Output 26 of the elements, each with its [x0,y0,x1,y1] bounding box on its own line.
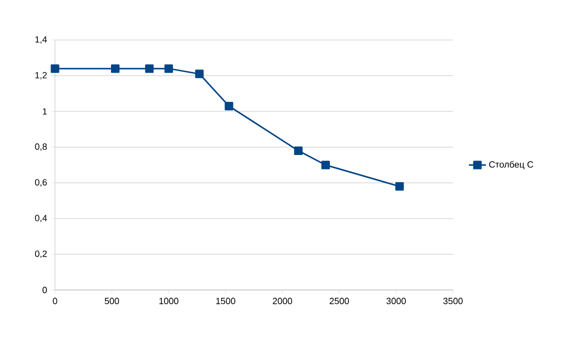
y-tick-label: 0,6 [35,179,47,187]
point [321,160,330,170]
x-tick-label: 2500 [330,298,349,304]
point [111,64,120,73]
y-tick-label: 0,8 [35,143,47,151]
y-tick-label: 1,2 [35,72,47,80]
y-tick-label: 1 [42,108,47,115]
x-tick-label: 0 [52,298,58,304]
x-tick-label: 1500 [216,298,236,304]
y-tick-label: 1,4 [35,36,47,44]
point [224,102,234,110]
x-tick-label: 2000 [272,298,292,304]
y-tick-label: 0,4 [35,214,47,222]
point [164,64,173,73]
x-tick-label: 1000 [159,298,178,304]
point [294,146,303,155]
point [145,64,154,73]
y-tick-label: 0,2 [35,250,47,258]
x-tick-label: 500 [104,298,120,304]
x-tick-label: 3000 [386,298,406,304]
legend-label: Столбец C [489,160,534,170]
point [195,70,204,78]
point [395,182,404,191]
point [50,64,60,73]
x-tick-label: 3500 [443,298,463,304]
y-tick-label: 0 [42,286,47,294]
